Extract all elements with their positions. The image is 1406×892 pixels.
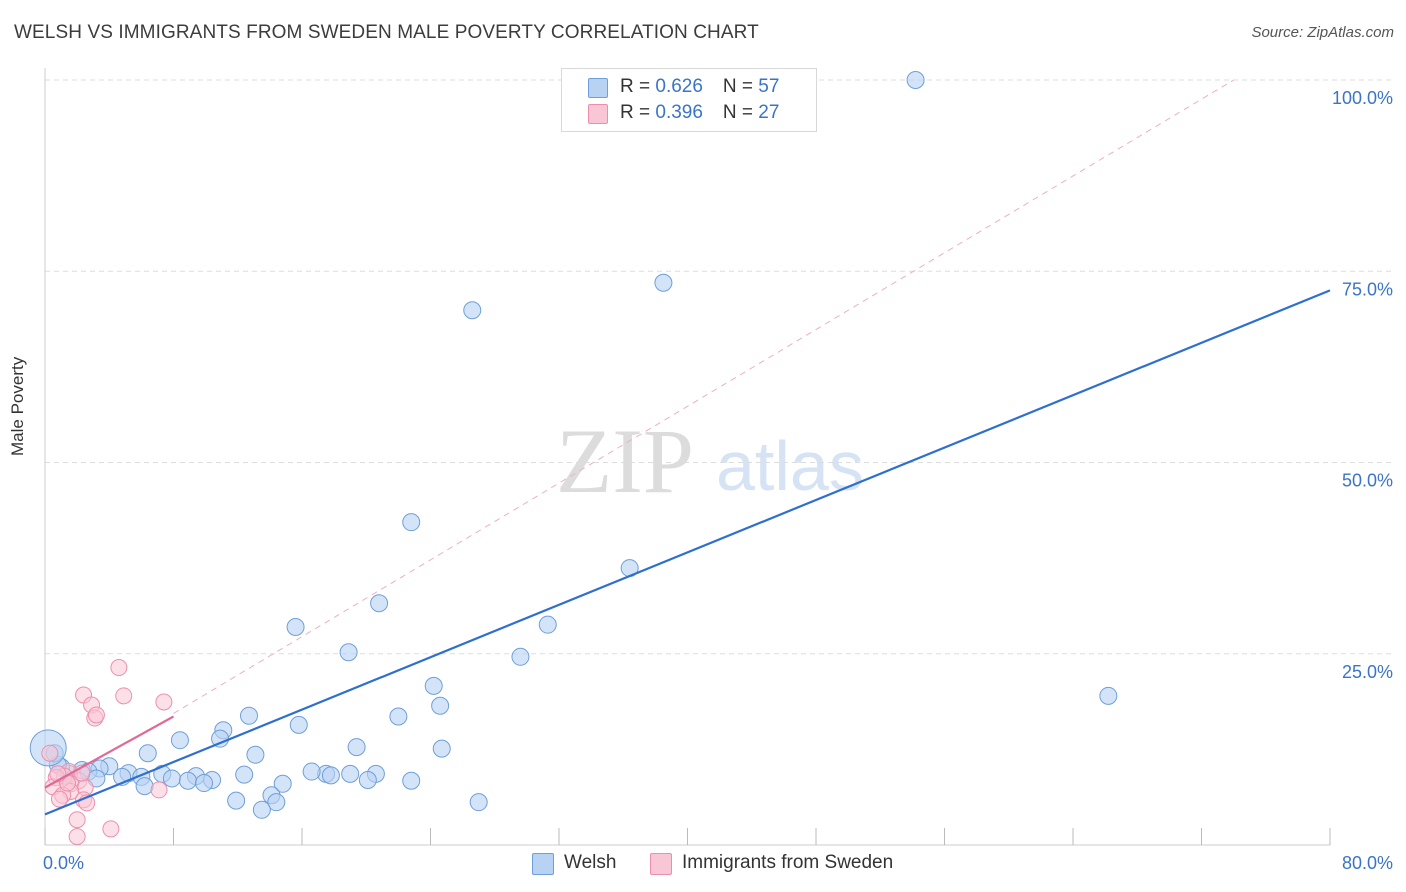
- watermark-atlas: atlas: [716, 427, 864, 505]
- welsh-legend-label: Welsh: [564, 852, 617, 873]
- sweden-trend-line: [44, 715, 175, 789]
- trend-lines: [44, 289, 1331, 816]
- y-tick-label-1: 50.0%: [1342, 471, 1393, 491]
- sweden-point-22: [102, 820, 120, 838]
- x-tick-label-max: 80.0%: [1342, 853, 1393, 873]
- welsh-point-46: [252, 800, 271, 819]
- welsh-point-9: [339, 643, 358, 662]
- sweden-stats: R = 0.396 N = 27: [620, 102, 780, 123]
- sweden-legend-label: Immigrants from Sweden: [682, 852, 894, 873]
- welsh-point-1: [654, 273, 673, 292]
- welsh-point-17: [170, 731, 189, 750]
- sweden-point-6: [87, 706, 105, 724]
- gridlines: [45, 79, 1392, 655]
- sweden-point-23: [68, 828, 86, 846]
- welsh-point-37: [162, 769, 181, 788]
- chart-title: WELSH VS IMMIGRANTS FROM SWEDEN MALE POV…: [14, 22, 759, 43]
- sweden-point-15: [150, 781, 168, 799]
- correlation-legend: R = 0.626 N = 57 R = 0.396 N = 27: [561, 68, 817, 132]
- sweden-point-3: [155, 693, 173, 711]
- x-tick-label-min: 0.0%: [43, 853, 84, 873]
- welsh-point-7: [286, 617, 305, 636]
- watermark-zip: ZIP: [556, 410, 694, 512]
- sweden-point-2: [115, 687, 133, 705]
- welsh-point-40: [195, 774, 214, 793]
- sweden-legend-swatch: [650, 853, 672, 875]
- axes: [44, 68, 1331, 846]
- welsh-point-32: [302, 762, 321, 781]
- welsh-point-12: [431, 696, 450, 715]
- welsh-point-2: [463, 301, 482, 320]
- y-axis-label: Male Poverty: [8, 356, 27, 456]
- welsh-point-29: [235, 765, 254, 784]
- welsh-point-47: [402, 771, 421, 790]
- welsh-point-41: [135, 777, 154, 796]
- welsh-point-20: [347, 738, 366, 757]
- welsh-point-44: [267, 793, 286, 812]
- welsh-point-34: [321, 766, 340, 785]
- y-tick-label-0: 25.0%: [1342, 662, 1393, 682]
- welsh-stats: R = 0.626 N = 57: [620, 76, 780, 97]
- welsh-swatch: [588, 78, 608, 98]
- welsh-point-8: [511, 647, 530, 666]
- y-tick-label-2: 75.0%: [1342, 279, 1393, 299]
- welsh-point-21: [246, 745, 265, 764]
- welsh-trend-line: [44, 289, 1331, 816]
- tick-labels: 25.0% 50.0% 75.0% 100.0% 0.0% 80.0%: [43, 88, 1393, 873]
- welsh-point-39: [273, 774, 292, 793]
- welsh-point-43: [227, 791, 246, 810]
- welsh-point-33: [341, 764, 360, 783]
- welsh-point-15: [289, 715, 308, 734]
- welsh-point-13: [239, 706, 258, 725]
- sweden-swatch: [588, 104, 608, 124]
- welsh-point-19: [432, 739, 451, 758]
- welsh-point-6: [538, 615, 557, 634]
- welsh-point-11: [424, 676, 443, 695]
- sweden-point-0: [110, 659, 128, 677]
- welsh-point-10: [1099, 686, 1118, 705]
- welsh-legend-swatch: [532, 853, 554, 875]
- welsh-point-0: [906, 71, 925, 89]
- welsh-point-14: [389, 707, 408, 726]
- sweden-point-21: [68, 811, 86, 829]
- welsh-point-48: [358, 770, 377, 789]
- welsh-point-45: [469, 793, 488, 812]
- sweden-point-18: [50, 790, 68, 808]
- sweden-point-7: [41, 744, 59, 762]
- watermark: ZIP atlas: [556, 410, 864, 512]
- welsh-point-5: [370, 594, 389, 613]
- welsh-point-38: [178, 771, 197, 790]
- source-credit: Source: ZipAtlas.com: [1251, 24, 1394, 41]
- welsh-point-3: [402, 513, 421, 532]
- welsh-point-22: [138, 744, 157, 763]
- reference-diagonal: [173, 79, 1234, 714]
- reference-line: [173, 79, 1234, 714]
- y-tick-label-3: 100.0%: [1332, 88, 1393, 108]
